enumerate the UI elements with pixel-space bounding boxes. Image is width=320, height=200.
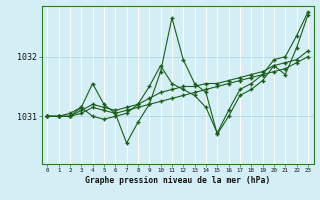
X-axis label: Graphe pression niveau de la mer (hPa): Graphe pression niveau de la mer (hPa): [85, 176, 270, 185]
